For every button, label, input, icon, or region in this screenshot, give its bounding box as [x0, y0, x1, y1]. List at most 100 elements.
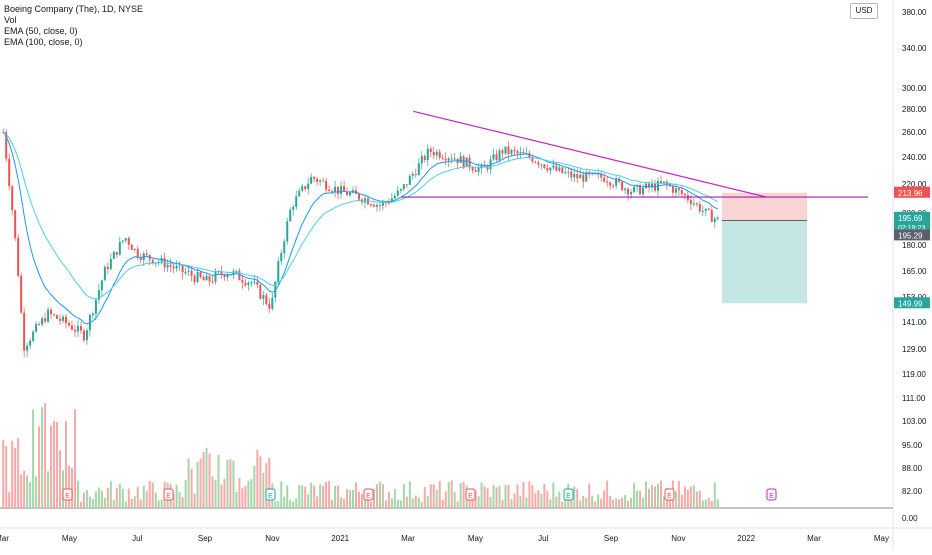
- price-tick-label: 280.00: [902, 105, 927, 114]
- price-badge[interactable]: [894, 229, 930, 241]
- volume-bar: [698, 490, 701, 508]
- volume-bar: [130, 498, 133, 508]
- candle-body: [211, 281, 214, 283]
- candle-body: [618, 178, 621, 182]
- indicator-ema100[interactable]: EMA (100, close, 0): [4, 37, 83, 47]
- candle-body: [468, 157, 471, 168]
- volume-bar: [295, 498, 298, 508]
- earnings-marker-label: E: [65, 493, 70, 500]
- earnings-marker-label: E: [468, 493, 473, 500]
- candle-body: [271, 297, 274, 309]
- volume-bar: [573, 486, 576, 508]
- candle-body: [495, 154, 498, 160]
- candle-body: [286, 221, 289, 242]
- ema-50-line[interactable]: [2, 131, 718, 325]
- volume-bar: [103, 497, 106, 508]
- earnings-marker[interactable]: [563, 488, 574, 501]
- earnings-marker[interactable]: [465, 488, 476, 501]
- candle-body: [208, 276, 211, 282]
- candle-body: [283, 241, 286, 254]
- volume-bar: [8, 491, 11, 508]
- descending-trendline[interactable]: [413, 110, 767, 198]
- candle-body: [289, 209, 292, 222]
- price-tick-label: 103.00: [902, 417, 927, 426]
- candle-body: [540, 164, 543, 166]
- volume-bar: [639, 490, 642, 508]
- volume-bar: [692, 485, 695, 508]
- symbol-title[interactable]: Boeing Company (The), 1D, NYSE: [4, 4, 144, 14]
- volume-bar: [67, 465, 70, 508]
- volume-bar: [543, 483, 546, 508]
- candle-body: [265, 295, 268, 304]
- candle-body: [444, 158, 447, 161]
- candle-body: [301, 186, 304, 191]
- currency-button[interactable]: USD: [850, 3, 878, 19]
- volume-bar: [337, 485, 340, 508]
- time-tick-label: Mar: [401, 534, 415, 543]
- volume-bar: [127, 488, 130, 508]
- candle-body: [531, 156, 534, 162]
- candle-body: [695, 203, 698, 205]
- price-badge[interactable]: [894, 297, 930, 309]
- volume-bar: [100, 490, 103, 508]
- earnings-marker[interactable]: [265, 488, 276, 501]
- volume-bar: [20, 474, 23, 508]
- volume-bar: [226, 459, 229, 508]
- candle-body: [450, 158, 453, 160]
- price-tick-label: 119.00: [902, 370, 926, 379]
- candle-body: [372, 205, 375, 207]
- volume-bar: [393, 488, 396, 508]
- candle-body: [420, 156, 423, 164]
- target-zone[interactable]: [722, 220, 807, 304]
- volume-bar: [181, 496, 184, 508]
- candle-body: [262, 295, 265, 299]
- candle-body: [340, 186, 343, 194]
- volume-bar: [148, 481, 151, 508]
- candle-body: [435, 151, 438, 156]
- volume-bar: [510, 499, 513, 508]
- candle-body: [5, 132, 8, 159]
- volume-bar: [121, 488, 124, 508]
- candle-body: [268, 303, 271, 309]
- indicator-vol[interactable]: Vol: [4, 15, 17, 25]
- volume-bar: [405, 496, 408, 508]
- price-badge[interactable]: [894, 211, 930, 232]
- volume-bar: [217, 454, 220, 508]
- time-tick-label: May: [874, 534, 889, 543]
- volume-bar: [677, 481, 680, 508]
- candle-body: [14, 210, 17, 238]
- candle-body: [441, 157, 444, 159]
- volume-bar: [668, 497, 671, 508]
- candle-body: [70, 325, 73, 330]
- price-tick-label: 95.00: [902, 441, 923, 450]
- candle-body: [199, 271, 202, 278]
- volume-bar: [325, 481, 328, 508]
- candle-body: [636, 185, 639, 187]
- candle-body: [474, 170, 477, 172]
- volume-bar: [70, 467, 73, 508]
- earnings-marker[interactable]: [163, 488, 174, 501]
- volume-bar: [247, 480, 250, 508]
- earnings-marker[interactable]: [664, 488, 675, 501]
- volume-bar: [106, 487, 109, 508]
- volume-bar: [286, 485, 289, 508]
- volume-bar: [375, 484, 378, 508]
- earnings-marker[interactable]: [363, 488, 374, 501]
- time-tick-label: May: [62, 534, 77, 543]
- volume-bar: [501, 499, 504, 508]
- earnings-marker[interactable]: [766, 488, 777, 501]
- ema-100-line[interactable]: [2, 131, 718, 300]
- candle-body: [94, 299, 97, 314]
- volume-bar: [73, 409, 76, 508]
- price-tick-label: 300.00: [902, 84, 927, 93]
- volume-bar: [680, 494, 683, 508]
- earnings-marker[interactable]: [62, 488, 73, 501]
- time-tick-label: 2021: [331, 534, 349, 543]
- price-badge[interactable]: [894, 186, 930, 198]
- candle-body: [32, 331, 35, 341]
- candle-body: [130, 244, 133, 250]
- indicator-ema50[interactable]: EMA (50, close, 0): [4, 26, 78, 36]
- candle-body: [23, 312, 26, 351]
